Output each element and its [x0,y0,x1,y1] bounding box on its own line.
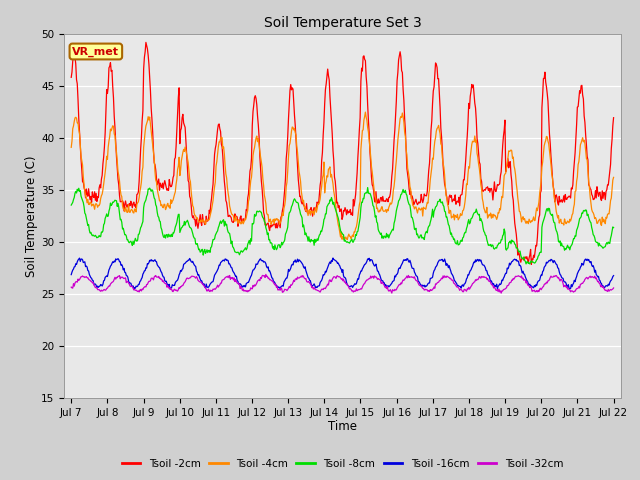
Tsoil -2cm [218,141,225,147]
Tsoil -16cm [77,256,85,262]
Tsoil -8cm [77,193,85,199]
Tsoil -32cm [77,274,85,279]
Tsoil -16cm [329,255,337,261]
Legend: Tsoil -2cm, Tsoil -4cm, Tsoil -8cm, Tsoil -16cm, Tsoil -32cm: Tsoil -2cm, Tsoil -4cm, Tsoil -8cm, Tsoi… [118,455,567,473]
Tsoil -8cm [526,261,534,267]
Tsoil -8cm [67,202,75,208]
Tsoil -32cm [409,274,417,280]
Tsoil -16cm [410,265,417,271]
Tsoil -8cm [610,225,618,230]
Tsoil -32cm [425,288,433,294]
Tsoil -2cm [527,262,535,267]
Line: Tsoil -4cm: Tsoil -4cm [71,112,614,240]
Tsoil -8cm [364,185,371,191]
Tsoil -4cm [344,237,351,242]
Tsoil -4cm [188,195,196,201]
Tsoil -4cm [217,136,225,142]
Tsoil -4cm [410,204,417,209]
Tsoil -2cm [425,167,433,173]
Tsoil -2cm [77,156,85,162]
Tsoil -16cm [130,287,138,292]
Tsoil -16cm [218,259,225,265]
Tsoil -16cm [610,273,618,278]
Tsoil -16cm [134,283,141,289]
Tsoil -4cm [77,153,85,159]
Tsoil -2cm [610,115,618,120]
Line: Tsoil -16cm: Tsoil -16cm [71,258,614,289]
Tsoil -2cm [142,39,150,45]
Tsoil -2cm [189,215,196,220]
Tsoil -8cm [409,217,417,223]
Title: Soil Temperature Set 3: Soil Temperature Set 3 [264,16,421,30]
Tsoil -4cm [610,175,618,180]
Tsoil -8cm [425,223,433,229]
Line: Tsoil -8cm: Tsoil -8cm [71,188,614,264]
Tsoil -32cm [497,290,505,296]
X-axis label: Time: Time [328,420,357,432]
Tsoil -8cm [217,218,225,224]
Tsoil -32cm [67,284,75,290]
Tsoil -32cm [188,273,196,279]
Tsoil -8cm [188,228,196,233]
Tsoil -2cm [409,196,417,202]
Tsoil -8cm [133,238,141,244]
Tsoil -32cm [262,272,269,277]
Tsoil -2cm [67,74,75,80]
Tsoil -4cm [67,144,75,150]
Line: Tsoil -32cm: Tsoil -32cm [71,275,614,293]
Y-axis label: Soil Temperature (C): Soil Temperature (C) [25,155,38,277]
Tsoil -32cm [217,280,225,286]
Tsoil -4cm [133,202,141,207]
Tsoil -4cm [362,109,369,115]
Tsoil -16cm [426,280,433,286]
Text: VR_met: VR_met [72,47,119,57]
Tsoil -16cm [67,272,75,277]
Tsoil -32cm [133,288,141,294]
Tsoil -16cm [189,258,196,264]
Line: Tsoil -2cm: Tsoil -2cm [71,42,614,264]
Tsoil -2cm [133,192,141,197]
Tsoil -4cm [426,187,433,192]
Tsoil -32cm [610,285,618,291]
